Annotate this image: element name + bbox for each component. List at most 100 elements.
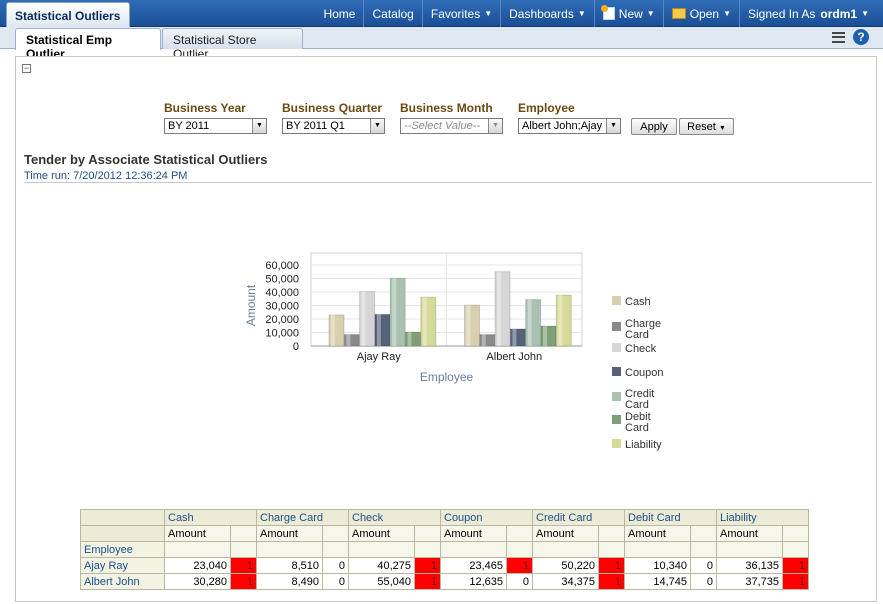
page-options-icon[interactable] (832, 31, 845, 43)
x-axis-label: Employee (420, 370, 474, 384)
legend-label: Card (625, 422, 649, 434)
chevron-down-icon: ▼ (861, 9, 869, 18)
x-tick-label: Albert John (486, 351, 542, 363)
amount-cell: 23,040 (164, 557, 231, 574)
measure-header: Amount (440, 525, 507, 542)
measure-header-row: Amount Amount Amount Amount Amount Amount Amou… (80, 525, 809, 542)
legend-label: Card (625, 399, 649, 411)
nav-new[interactable]: New ▼ (593, 0, 663, 27)
blank-cell (164, 541, 231, 558)
blank-cell (322, 541, 349, 558)
prompt-employee: Employee Albert John;Ajay ▼ (518, 101, 621, 134)
nav-open-label: Open (689, 6, 720, 21)
bar-credit-card (525, 299, 542, 347)
divider (24, 182, 872, 183)
nav-signed-in[interactable]: Signed In As ordm1 ▼ (739, 0, 877, 27)
time-run: Time run: 7/20/2012 12:36:24 PM (24, 170, 188, 182)
reset-button[interactable]: Reset ▼ (679, 118, 734, 135)
business-quarter-select[interactable]: BY 2011 Q1 ▼ (282, 118, 385, 134)
collapse-icon[interactable]: − (22, 63, 31, 73)
bar-liability (555, 294, 572, 347)
y-axis-label: Amount (244, 284, 258, 326)
y-tick-label: 0 (293, 341, 299, 353)
amount-cell: 30,280 (164, 573, 231, 590)
global-header: Statistical Outliers Home Catalog Favori… (0, 0, 883, 27)
bar-coupon (374, 313, 391, 347)
nav-favorites[interactable]: Favorites ▼ (421, 0, 500, 27)
business-month-select[interactable]: --Select Value-- ▼ (400, 118, 503, 134)
nav-dashboards[interactable]: Dashboards ▼ (500, 0, 594, 27)
y-tick-label: 60,000 (265, 260, 299, 272)
signed-in-label: Signed In As (748, 6, 816, 21)
legend-swatch (612, 415, 621, 424)
tab-statistical-store-outlier[interactable]: Statistical Store Outlier (162, 28, 303, 61)
column-header[interactable]: Cash (164, 509, 257, 526)
username: ordm1 (820, 6, 858, 21)
bar-check (359, 291, 376, 347)
bar-debit-card (405, 331, 421, 347)
chevron-down-icon: ▼ (646, 9, 655, 18)
bar-charge-card (343, 334, 360, 347)
blank-cell (414, 541, 441, 558)
reset-label: Reset (687, 121, 716, 133)
flag-header (414, 525, 441, 542)
report-title: Tender by Associate Statistical Outliers (24, 152, 268, 167)
column-header-row: Cash Charge Card Check Coupon Credit Card Deb… (80, 509, 809, 526)
amount-cell: 40,275 (348, 557, 415, 574)
new-document-icon (600, 5, 615, 20)
select-value: BY 2011 (168, 120, 210, 132)
page-options: ? (832, 29, 869, 45)
employee-link[interactable]: Albert John (80, 573, 165, 590)
blank-cell (532, 541, 599, 558)
bar-charge-card (479, 334, 496, 347)
outlier-flag-cell: 1 (782, 557, 809, 574)
flag-header (782, 525, 809, 542)
outlier-flag-cell: 0 (690, 573, 717, 590)
employee-select[interactable]: Albert John;Ajay ▼ (518, 118, 621, 134)
help-icon[interactable]: ? (853, 29, 869, 45)
nav-new-label: New (618, 6, 643, 21)
column-header[interactable]: Debit Card (624, 509, 717, 526)
nav-dashboards-label: Dashboards (509, 6, 574, 21)
measure-header: Amount (348, 525, 415, 542)
column-header[interactable]: Coupon (440, 509, 533, 526)
bar-highlight (497, 271, 502, 346)
bar-debit-card (540, 325, 557, 347)
apply-button[interactable]: Apply (631, 118, 677, 135)
bar-highlight (422, 297, 427, 346)
dropdown-arrow-icon[interactable]: ▼ (488, 119, 502, 133)
nav-home[interactable]: Home (323, 6, 356, 21)
tab-statistical-emp-outlier[interactable]: Statistical Emp Outlier (15, 28, 161, 61)
flag-header (598, 525, 625, 542)
outlier-flag-cell: 1 (598, 573, 625, 590)
bar-highlight (512, 328, 517, 346)
dashboard-section: − Business Year BY 2011 ▼ Business Quart… (15, 56, 877, 602)
bar-highlight (361, 291, 366, 346)
employee-link[interactable]: Ajay Ray (80, 557, 165, 574)
amount-cell: 55,040 (348, 573, 415, 590)
outlier-pivot-table: Cash Charge Card Check Coupon Credit Card Deb… (80, 509, 809, 590)
outlier-flag-cell: 1 (230, 573, 257, 590)
outlier-flag-cell: 0 (322, 573, 349, 590)
legend-swatch (612, 296, 621, 305)
dropdown-arrow-icon[interactable]: ▼ (252, 119, 266, 133)
column-header[interactable]: Credit Card (532, 509, 625, 526)
column-header[interactable]: Liability (716, 509, 809, 526)
prompt-business-year: Business Year BY 2011 ▼ (164, 101, 267, 134)
outlier-flag-cell: 1 (414, 573, 441, 590)
select-value: BY 2011 Q1 (286, 120, 345, 132)
folder-icon (671, 8, 686, 19)
amount-cell: 14,745 (624, 573, 691, 590)
column-header[interactable]: Charge Card (256, 509, 349, 526)
bar-highlight (558, 295, 563, 346)
nav-catalog[interactable]: Catalog (363, 0, 421, 27)
bar-highlight (331, 314, 335, 346)
dropdown-arrow-icon[interactable]: ▼ (606, 119, 620, 133)
business-year-select[interactable]: BY 2011 ▼ (164, 118, 267, 134)
dropdown-arrow-icon[interactable]: ▼ (370, 119, 384, 133)
legend-label: Charge (625, 318, 661, 330)
bar-highlight (481, 334, 486, 346)
column-header[interactable]: Check (348, 509, 441, 526)
nav-open[interactable]: Open ▼ (662, 0, 739, 27)
blank-cell (716, 541, 783, 558)
